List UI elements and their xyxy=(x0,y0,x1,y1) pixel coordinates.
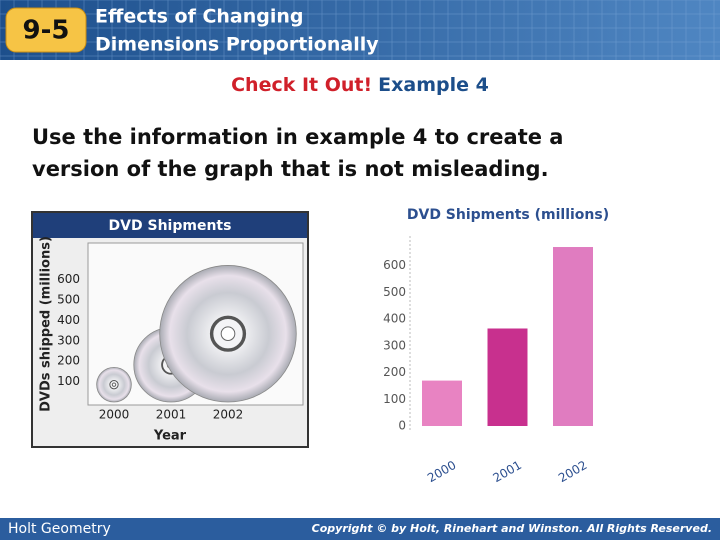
y-tick-label: 400 xyxy=(57,313,80,327)
bar xyxy=(487,328,528,426)
y-tick-label: 300 xyxy=(383,338,406,352)
y-tick-label: 600 xyxy=(383,258,406,272)
bar xyxy=(422,380,462,426)
body-text: Use the information in example 4 to crea… xyxy=(32,125,563,149)
y-axis-label: DVDs shipped (millions) xyxy=(39,236,54,412)
y-tick-label: 0 xyxy=(398,419,406,433)
x-tick-label: 2002 xyxy=(213,408,244,422)
y-tick-label: 200 xyxy=(57,354,80,368)
subtitle-lead: Check It Out! xyxy=(231,74,372,96)
figure-title: DVD Shipments xyxy=(109,218,232,234)
y-tick-label: 600 xyxy=(57,272,80,286)
x-tick-label: 2001 xyxy=(156,408,187,422)
disc-ring xyxy=(209,315,247,352)
disc-hole xyxy=(111,382,117,387)
figure-title-bar xyxy=(33,213,307,238)
header-grid xyxy=(0,0,720,60)
disc-ring xyxy=(109,380,119,390)
body-text: version of the graph that is not mislead… xyxy=(32,157,549,181)
y-tick-label: 500 xyxy=(383,285,406,299)
footer-left: Holt Geometry xyxy=(8,521,111,537)
subtitle: Check It Out! Example 4 xyxy=(231,74,489,96)
y-tick-label: 100 xyxy=(57,374,80,388)
y-tick-label: 200 xyxy=(383,365,406,379)
badge-box xyxy=(5,7,87,53)
subtitle-rest: Example 4 xyxy=(378,74,489,96)
y-tick-label: 100 xyxy=(383,392,406,406)
y-tick-label: 500 xyxy=(57,293,80,307)
header-title: Dimensions Proportionally xyxy=(95,34,379,56)
footer-band xyxy=(0,518,720,540)
disc-group xyxy=(96,265,297,403)
chart-title: DVD Shipments (millions) xyxy=(407,207,609,223)
header-title: Effects of Changing xyxy=(95,6,304,28)
footer-right: Copyright © by Holt, Rinehart and Winsto… xyxy=(312,522,712,535)
y-tick-label: 400 xyxy=(383,312,406,326)
disc-hole xyxy=(220,326,236,342)
badge: 9-5 xyxy=(23,16,70,46)
x-axis-label: Year xyxy=(153,429,187,444)
bar xyxy=(553,247,593,426)
x-tick-label: 2000 xyxy=(99,408,130,422)
y-tick-label: 300 xyxy=(57,333,80,347)
